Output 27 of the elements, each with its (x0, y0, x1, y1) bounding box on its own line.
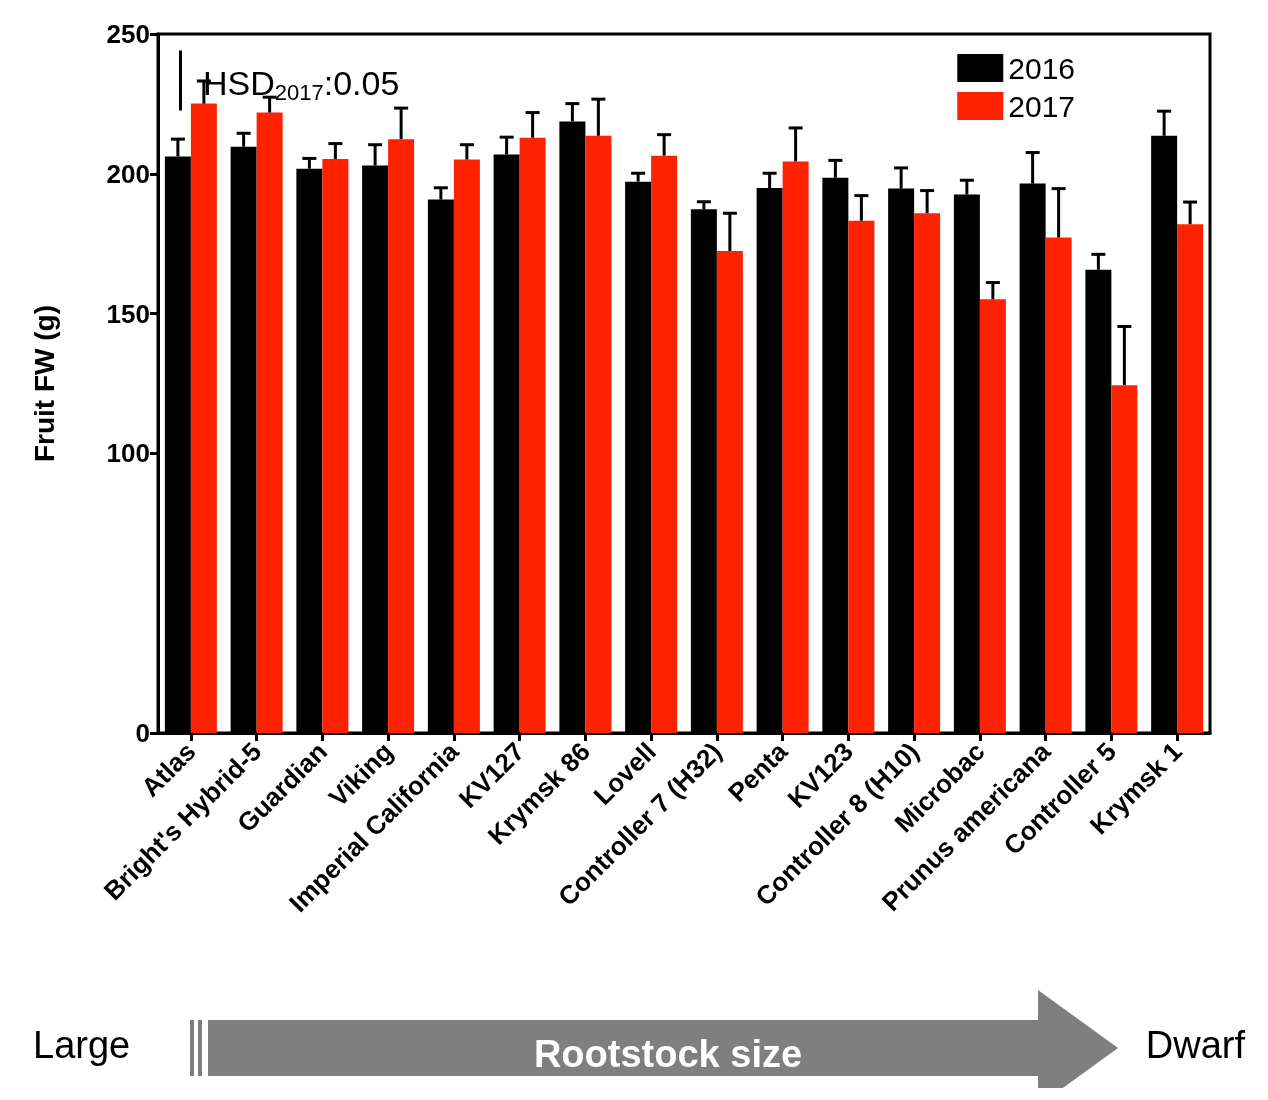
text: Large (33, 1024, 131, 1066)
bar (914, 213, 941, 733)
y-axis-title: Fruit FW (g) (28, 304, 60, 463)
bar (322, 158, 349, 733)
y-tick-label: 150 (106, 298, 150, 329)
bar (585, 135, 612, 733)
bar (1111, 385, 1138, 733)
bar (190, 103, 217, 733)
legend-label: 2016 (1008, 51, 1076, 85)
bar (453, 159, 480, 733)
bar (979, 299, 1006, 733)
bar (716, 250, 743, 733)
bar (848, 220, 875, 733)
bar (519, 137, 546, 733)
text: Dwarf (1145, 1024, 1246, 1066)
bar (256, 112, 283, 733)
bar (1045, 237, 1072, 733)
bar (651, 155, 678, 733)
legend-label: 2017 (1008, 89, 1076, 123)
y-tick-label: 250 (106, 19, 150, 49)
bar (1177, 224, 1204, 733)
y-tick-label: 0 (135, 718, 150, 748)
y-tick-label: 100 (106, 438, 150, 469)
text: Rootstock size (533, 1033, 803, 1075)
bar (388, 139, 415, 733)
y-tick-label: 200 (106, 158, 150, 189)
bar (782, 161, 809, 733)
